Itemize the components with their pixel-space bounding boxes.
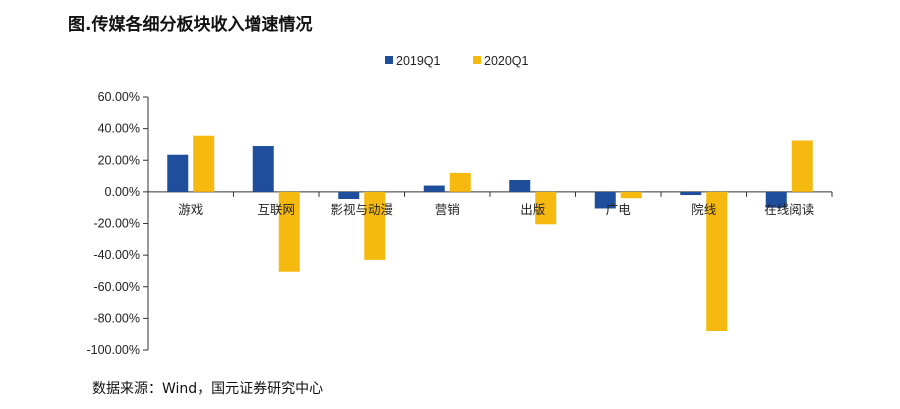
- legend-label: 2019Q1: [396, 54, 441, 68]
- y-tick-label: 60.00%: [98, 90, 140, 104]
- y-tick-label: -80.00%: [93, 311, 140, 325]
- bar-2019Q1-3: [423, 185, 445, 192]
- y-tick-label: -20.00%: [93, 217, 140, 231]
- bar-2020Q1-3: [449, 172, 471, 192]
- x-category-label: 院线: [691, 202, 717, 217]
- x-category-label: 营销: [435, 202, 460, 217]
- x-category-label: 互联网: [257, 202, 295, 217]
- bar-2019Q1-0: [167, 154, 189, 192]
- bar-2020Q1-1: [278, 191, 300, 272]
- bar-2019Q1-7: [765, 191, 787, 208]
- x-category-label: 出版: [520, 202, 546, 217]
- bar-2020Q1-7: [791, 140, 813, 192]
- y-tick-label: 0.00%: [105, 185, 140, 199]
- bar-2020Q1-0: [193, 135, 215, 192]
- legend-label: 2020Q1: [484, 54, 529, 68]
- bar-2019Q1-1: [252, 146, 274, 192]
- y-tick-label: -40.00%: [93, 248, 140, 262]
- bar-2020Q1-4: [535, 191, 557, 225]
- x-category-label: 广电: [606, 202, 632, 217]
- y-tick-label: -60.00%: [93, 280, 140, 294]
- x-category-label: 游戏: [178, 202, 203, 217]
- x-category-label: 在线阅读: [764, 202, 814, 217]
- bar-2020Q1-6: [706, 191, 728, 332]
- source-note: 数据来源：Wind，国元证券研究中心: [92, 381, 324, 397]
- bar-2019Q1-5: [594, 191, 616, 209]
- chart-title: 图.传媒各细分板块收入增速情况: [68, 15, 313, 35]
- legend-swatch-2019Q1: [385, 56, 393, 64]
- bar-2020Q1-5: [620, 191, 642, 199]
- y-tick-label: 40.00%: [98, 122, 140, 136]
- y-tick-label: 20.00%: [98, 153, 140, 167]
- bar-2019Q1-2: [338, 191, 360, 199]
- x-category-label: 影视与动漫: [330, 202, 393, 217]
- bar-2019Q1-4: [509, 180, 531, 192]
- legend-swatch-2020Q1: [473, 56, 481, 64]
- bar-2019Q1-6: [680, 191, 702, 196]
- y-tick-label: -100.00%: [86, 343, 140, 357]
- bar-2020Q1-2: [364, 191, 386, 260]
